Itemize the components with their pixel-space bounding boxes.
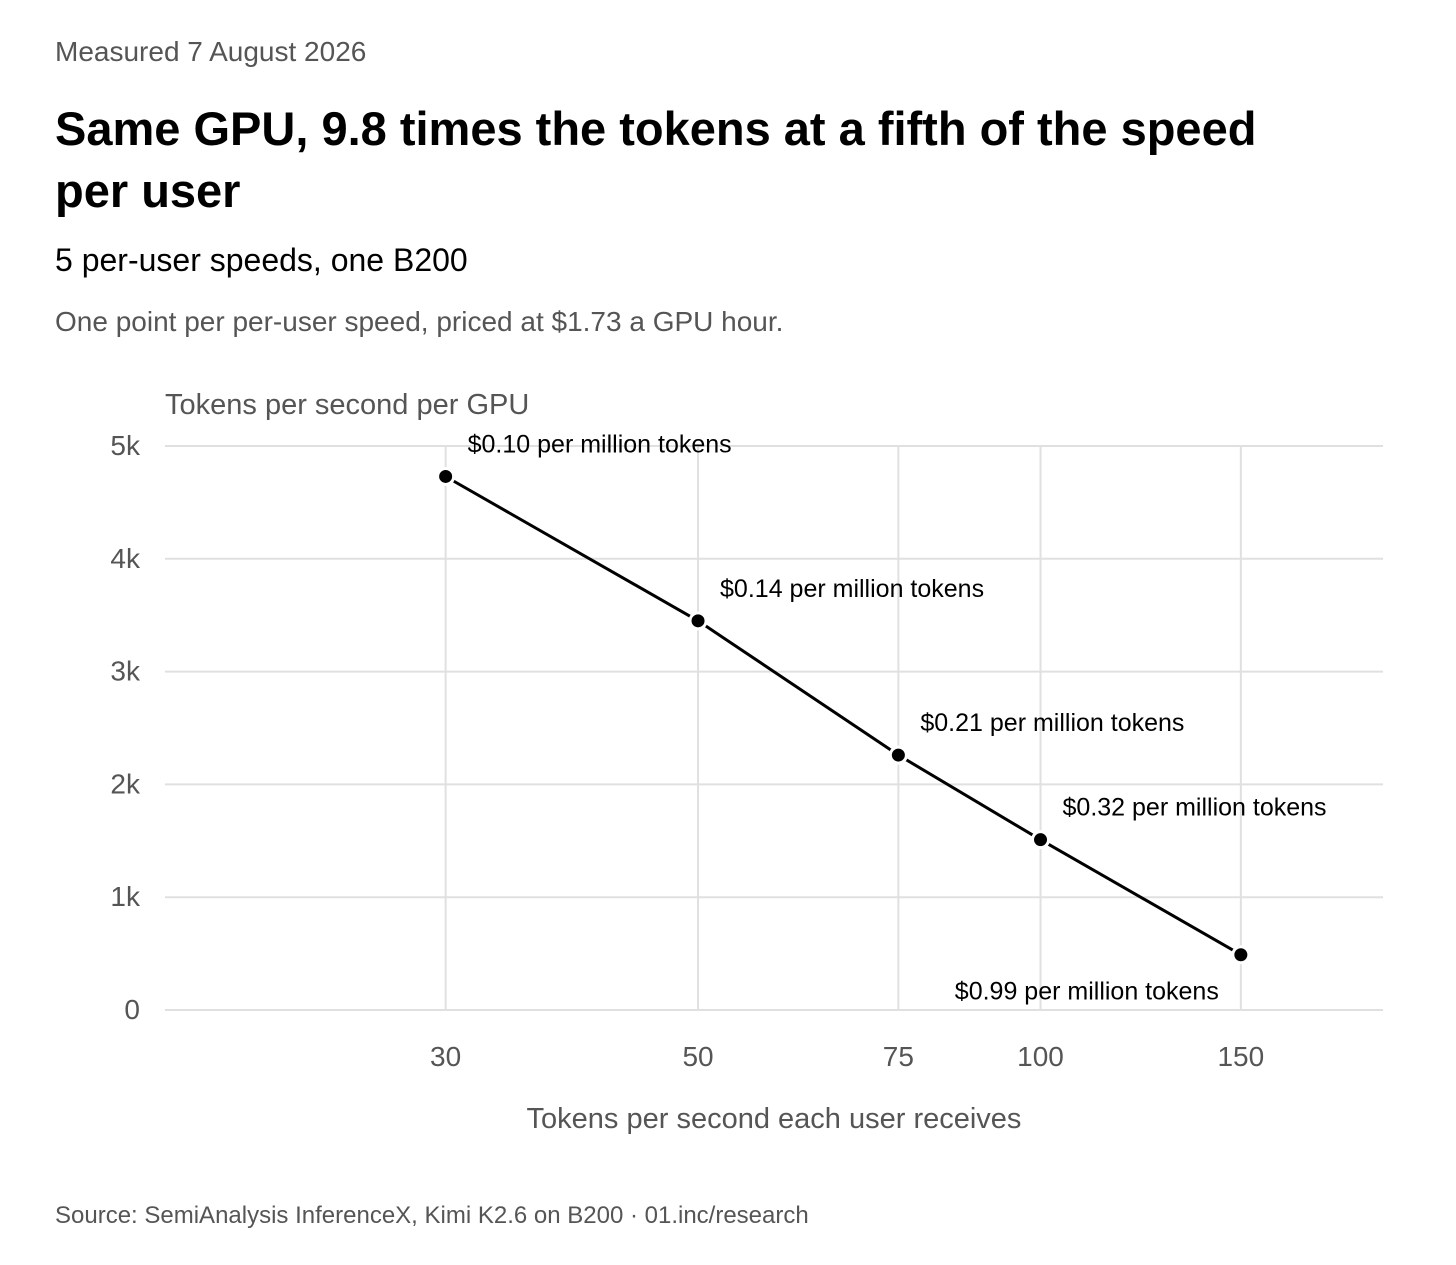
- data-point: [888, 745, 908, 765]
- y-tick-label: 1k: [110, 881, 141, 912]
- axis-layer: 0 1k 2k 3k 4k 5k 30 50 75 100 150 Tokens per second…: [110, 389, 1264, 1135]
- data-label: $0.99 per million tokens: [955, 978, 1219, 1006]
- data-point: [1031, 830, 1051, 850]
- chart-title: Same GPU, 9.8 times the tokens at a fift…: [55, 102, 1257, 217]
- data-label: $0.14 per million tokens: [720, 575, 984, 603]
- y-tick-label: 4k: [110, 543, 141, 574]
- source-note: Source: SemiAnalysis InferenceX, Kimi K2…: [55, 1202, 809, 1229]
- y-tick-label: 3k: [110, 656, 141, 687]
- data-point: [1231, 945, 1251, 965]
- data-point: [436, 466, 456, 486]
- data-label: $0.21 per million tokens: [920, 709, 1184, 737]
- chart-subtitle: 5 per-user speeds, one B200: [55, 242, 468, 278]
- x-tick-label: 100: [1017, 1041, 1064, 1072]
- data-label: $0.32 per million tokens: [1063, 794, 1327, 822]
- data-label-layer: $0.10 per million tokens $0.14 per millio…: [468, 430, 1327, 1005]
- x-tick-label: 30: [430, 1041, 461, 1072]
- series-layer: [436, 466, 1251, 965]
- y-tick-label: 2k: [110, 768, 141, 799]
- x-axis-title: Tokens per second each user receives: [527, 1103, 1022, 1135]
- y-tick-label: 5k: [110, 430, 141, 461]
- x-tick-label: 50: [682, 1041, 713, 1072]
- chart-note: One point per per-user speed, priced at …: [55, 306, 784, 337]
- grid-layer: [165, 445, 1383, 1011]
- data-label: $0.10 per million tokens: [468, 430, 732, 458]
- chart-kicker: Measured 7 August 2026: [55, 36, 367, 67]
- x-tick-label: 150: [1217, 1041, 1264, 1072]
- data-point: [688, 611, 708, 631]
- y-tick-label: 0: [124, 994, 140, 1025]
- y-axis-title: Tokens per second per GPU: [165, 389, 529, 421]
- x-tick-label: 75: [883, 1041, 914, 1072]
